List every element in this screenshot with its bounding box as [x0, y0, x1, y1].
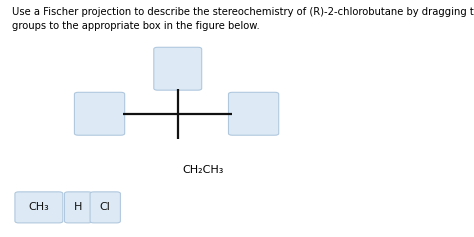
Text: Use a Fischer projection to describe the stereochemistry of (R)-2-chlorobutane b: Use a Fischer projection to describe the… — [12, 7, 474, 31]
Text: Cl: Cl — [100, 202, 110, 212]
Text: H: H — [74, 202, 82, 212]
FancyBboxPatch shape — [154, 47, 201, 90]
FancyBboxPatch shape — [74, 92, 125, 135]
FancyBboxPatch shape — [228, 92, 279, 135]
Text: CH₃: CH₃ — [28, 202, 49, 212]
FancyBboxPatch shape — [15, 192, 63, 223]
Text: CH₂CH₃: CH₂CH₃ — [182, 165, 224, 175]
FancyBboxPatch shape — [64, 192, 92, 223]
FancyBboxPatch shape — [90, 192, 120, 223]
